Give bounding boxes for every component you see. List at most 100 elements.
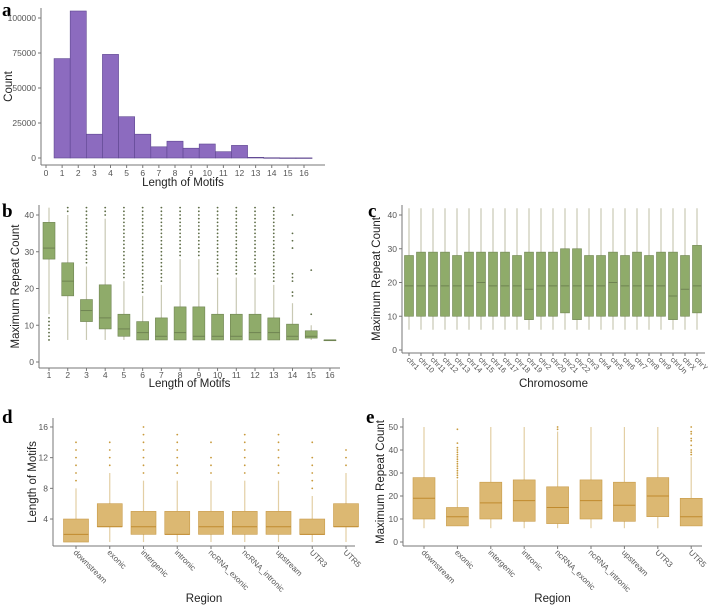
outlier-point <box>141 239 144 242</box>
outlier-point <box>108 449 111 451</box>
outlier-point <box>160 243 163 246</box>
outlier-point <box>235 250 238 253</box>
outlier-point <box>272 280 275 283</box>
outlier-point <box>197 232 200 235</box>
x-tick-label: 9 <box>196 370 201 380</box>
box-7 <box>155 206 168 341</box>
outlier-point <box>197 214 200 216</box>
outlier-point <box>85 236 88 238</box>
outlier-point <box>272 225 275 227</box>
outlier-point <box>141 214 144 216</box>
box-11 <box>230 206 243 341</box>
x-tick-label: 11 <box>232 370 241 380</box>
outlier-point <box>556 426 559 428</box>
outlier-point <box>456 462 459 465</box>
histogram-bar <box>263 157 281 159</box>
box <box>198 511 224 535</box>
outlier-point <box>216 236 219 238</box>
outlier-point <box>243 449 246 451</box>
box <box>63 518 89 543</box>
outlier-point <box>160 258 163 260</box>
outlier-point <box>179 243 182 246</box>
x-tick-label: UTR5 <box>342 548 364 570</box>
box-9 <box>192 206 206 341</box>
outlier-point <box>141 225 144 227</box>
outlier-point <box>456 456 459 458</box>
outlier-point <box>160 206 163 209</box>
outlier-point <box>254 261 256 264</box>
outlier-point <box>254 258 256 260</box>
outlier-point <box>235 214 238 216</box>
box-intronic <box>512 427 536 529</box>
y-tick-label: 50 <box>389 422 399 432</box>
outlier-point <box>197 243 200 246</box>
outlier-point <box>48 331 50 334</box>
x-tick-label: upstream <box>620 548 650 578</box>
outlier-point <box>272 254 275 257</box>
outlier-point <box>141 261 144 264</box>
outlier-point <box>141 236 144 238</box>
outlier-point <box>85 221 88 224</box>
outlier-point <box>456 451 459 454</box>
box <box>231 511 258 535</box>
outlier-point <box>104 206 107 209</box>
outlier-point <box>254 228 256 231</box>
y-axis-title: Maximum Repeat Count <box>10 224 22 349</box>
outlier-point <box>272 258 275 260</box>
outlier-point <box>123 225 125 227</box>
box-ncRNA_intronic <box>579 427 603 529</box>
outlier-point <box>141 269 144 272</box>
outlier-point <box>160 250 163 253</box>
box-UTR3 <box>299 441 326 543</box>
box <box>164 511 191 535</box>
outlier-point <box>310 313 313 316</box>
box-chrUn <box>668 208 678 330</box>
x-tick-label: 4 <box>103 370 108 380</box>
outlier-point <box>123 269 125 272</box>
box-chr20 <box>548 208 558 330</box>
outlier-point <box>235 269 238 272</box>
outlier-point <box>311 456 314 459</box>
box <box>656 251 666 317</box>
x-tick-label: 8 <box>178 370 183 380</box>
box <box>248 313 262 341</box>
outlier-point <box>456 458 459 461</box>
outlier-point <box>235 243 238 246</box>
histogram-bar <box>118 116 135 159</box>
outlier-point <box>243 433 246 436</box>
box-chr10 <box>416 208 426 330</box>
outlier-point <box>216 265 219 268</box>
outlier-point <box>456 449 459 451</box>
outlier-point <box>141 250 144 253</box>
panel-letter: c <box>368 201 376 222</box>
histogram-bar <box>166 140 184 159</box>
outlier-point <box>179 221 182 224</box>
outlier-point <box>123 265 125 268</box>
outlier-point <box>160 225 163 227</box>
box-ncRNA_intronic <box>231 433 258 543</box>
box <box>117 313 131 337</box>
outlier-point <box>160 214 163 216</box>
outlier-point <box>179 250 182 253</box>
outlier-point <box>272 239 275 242</box>
box <box>572 248 582 320</box>
outlier-point <box>123 247 125 249</box>
outlier-point <box>456 453 459 456</box>
outlier-point <box>254 265 256 268</box>
outlier-point <box>176 449 179 451</box>
outlier-point <box>197 247 200 249</box>
x-tick-label: 15 <box>283 168 293 178</box>
histogram-bar <box>247 157 264 159</box>
box-4 <box>98 206 112 340</box>
box <box>211 313 224 341</box>
outlier-point <box>272 250 275 253</box>
y-tick-label: 100000 <box>8 13 37 23</box>
outlier-point <box>216 210 219 213</box>
outlier-point <box>48 339 50 341</box>
outlier-point <box>277 449 280 451</box>
x-tick-label: intronic <box>520 548 545 573</box>
box-chr12 <box>440 208 450 330</box>
box <box>428 251 438 317</box>
